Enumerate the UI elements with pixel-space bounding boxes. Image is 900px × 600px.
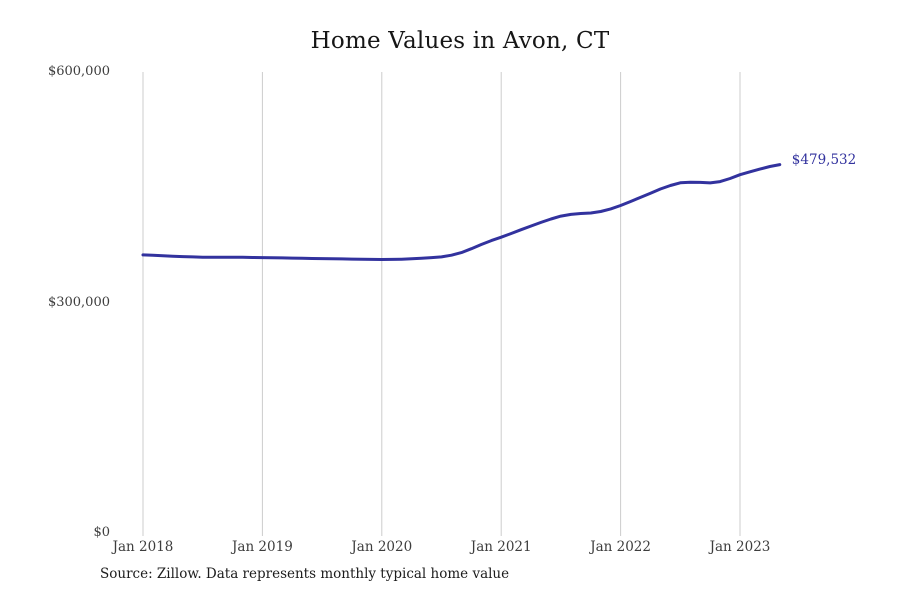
y-axis-tick-label: $600,000 bbox=[47, 64, 110, 79]
x-axis-tick-label: Jan 2021 bbox=[470, 539, 532, 555]
x-axis-tick-label: Jan 2019 bbox=[231, 539, 293, 555]
end-value-label: $479,532 bbox=[791, 151, 857, 168]
x-axis-tick-label: Jan 2023 bbox=[709, 539, 771, 555]
home-value-line bbox=[141, 163, 782, 261]
x-axis-tick-label: Jan 2018 bbox=[112, 539, 174, 555]
y-axis-tick-label: $0 bbox=[93, 525, 110, 540]
y-axis-tick-label: $300,000 bbox=[47, 294, 110, 310]
source-note: Source: Zillow. Data represents monthly … bbox=[100, 566, 510, 582]
x-axis-tick-label: Jan 2022 bbox=[590, 539, 651, 555]
x-axis-tick-label: Jan 2020 bbox=[351, 539, 413, 555]
chart-title: Home Values in Avon, CT bbox=[310, 28, 610, 54]
